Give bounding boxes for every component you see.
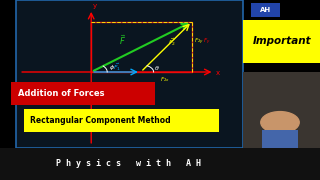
Text: $\vec{F_1}$: $\vec{F_1}$ (113, 62, 121, 73)
Text: $F_{2y}$: $F_{2y}$ (194, 37, 204, 47)
FancyBboxPatch shape (262, 130, 298, 148)
Circle shape (261, 112, 299, 133)
Text: $\theta$: $\theta$ (154, 64, 159, 72)
Text: $\vec{F_2}$: $\vec{F_2}$ (168, 37, 176, 48)
Text: Important: Important (252, 36, 311, 46)
Text: P h y s i c s   w i t h   A H: P h y s i c s w i t h A H (55, 159, 201, 168)
Text: $\phi$: $\phi$ (109, 63, 115, 72)
FancyBboxPatch shape (0, 148, 320, 180)
FancyBboxPatch shape (16, 0, 243, 148)
Text: $\vec{F}$: $\vec{F}$ (119, 33, 126, 47)
FancyBboxPatch shape (251, 3, 280, 17)
Text: $F_{2x}$: $F_{2x}$ (160, 75, 170, 84)
FancyBboxPatch shape (24, 109, 219, 132)
FancyBboxPatch shape (243, 20, 320, 63)
Text: $F_y$: $F_y$ (203, 37, 211, 47)
Text: Rectangular Component Method: Rectangular Component Method (30, 116, 171, 125)
Text: y: y (93, 3, 97, 9)
Text: Addition of Forces: Addition of Forces (18, 89, 104, 98)
Text: $F_x$: $F_x$ (138, 84, 146, 93)
FancyBboxPatch shape (11, 82, 155, 105)
FancyBboxPatch shape (243, 72, 320, 180)
Text: x: x (216, 70, 220, 76)
Bar (91, 22, 192, 72)
Text: AH: AH (260, 7, 271, 13)
